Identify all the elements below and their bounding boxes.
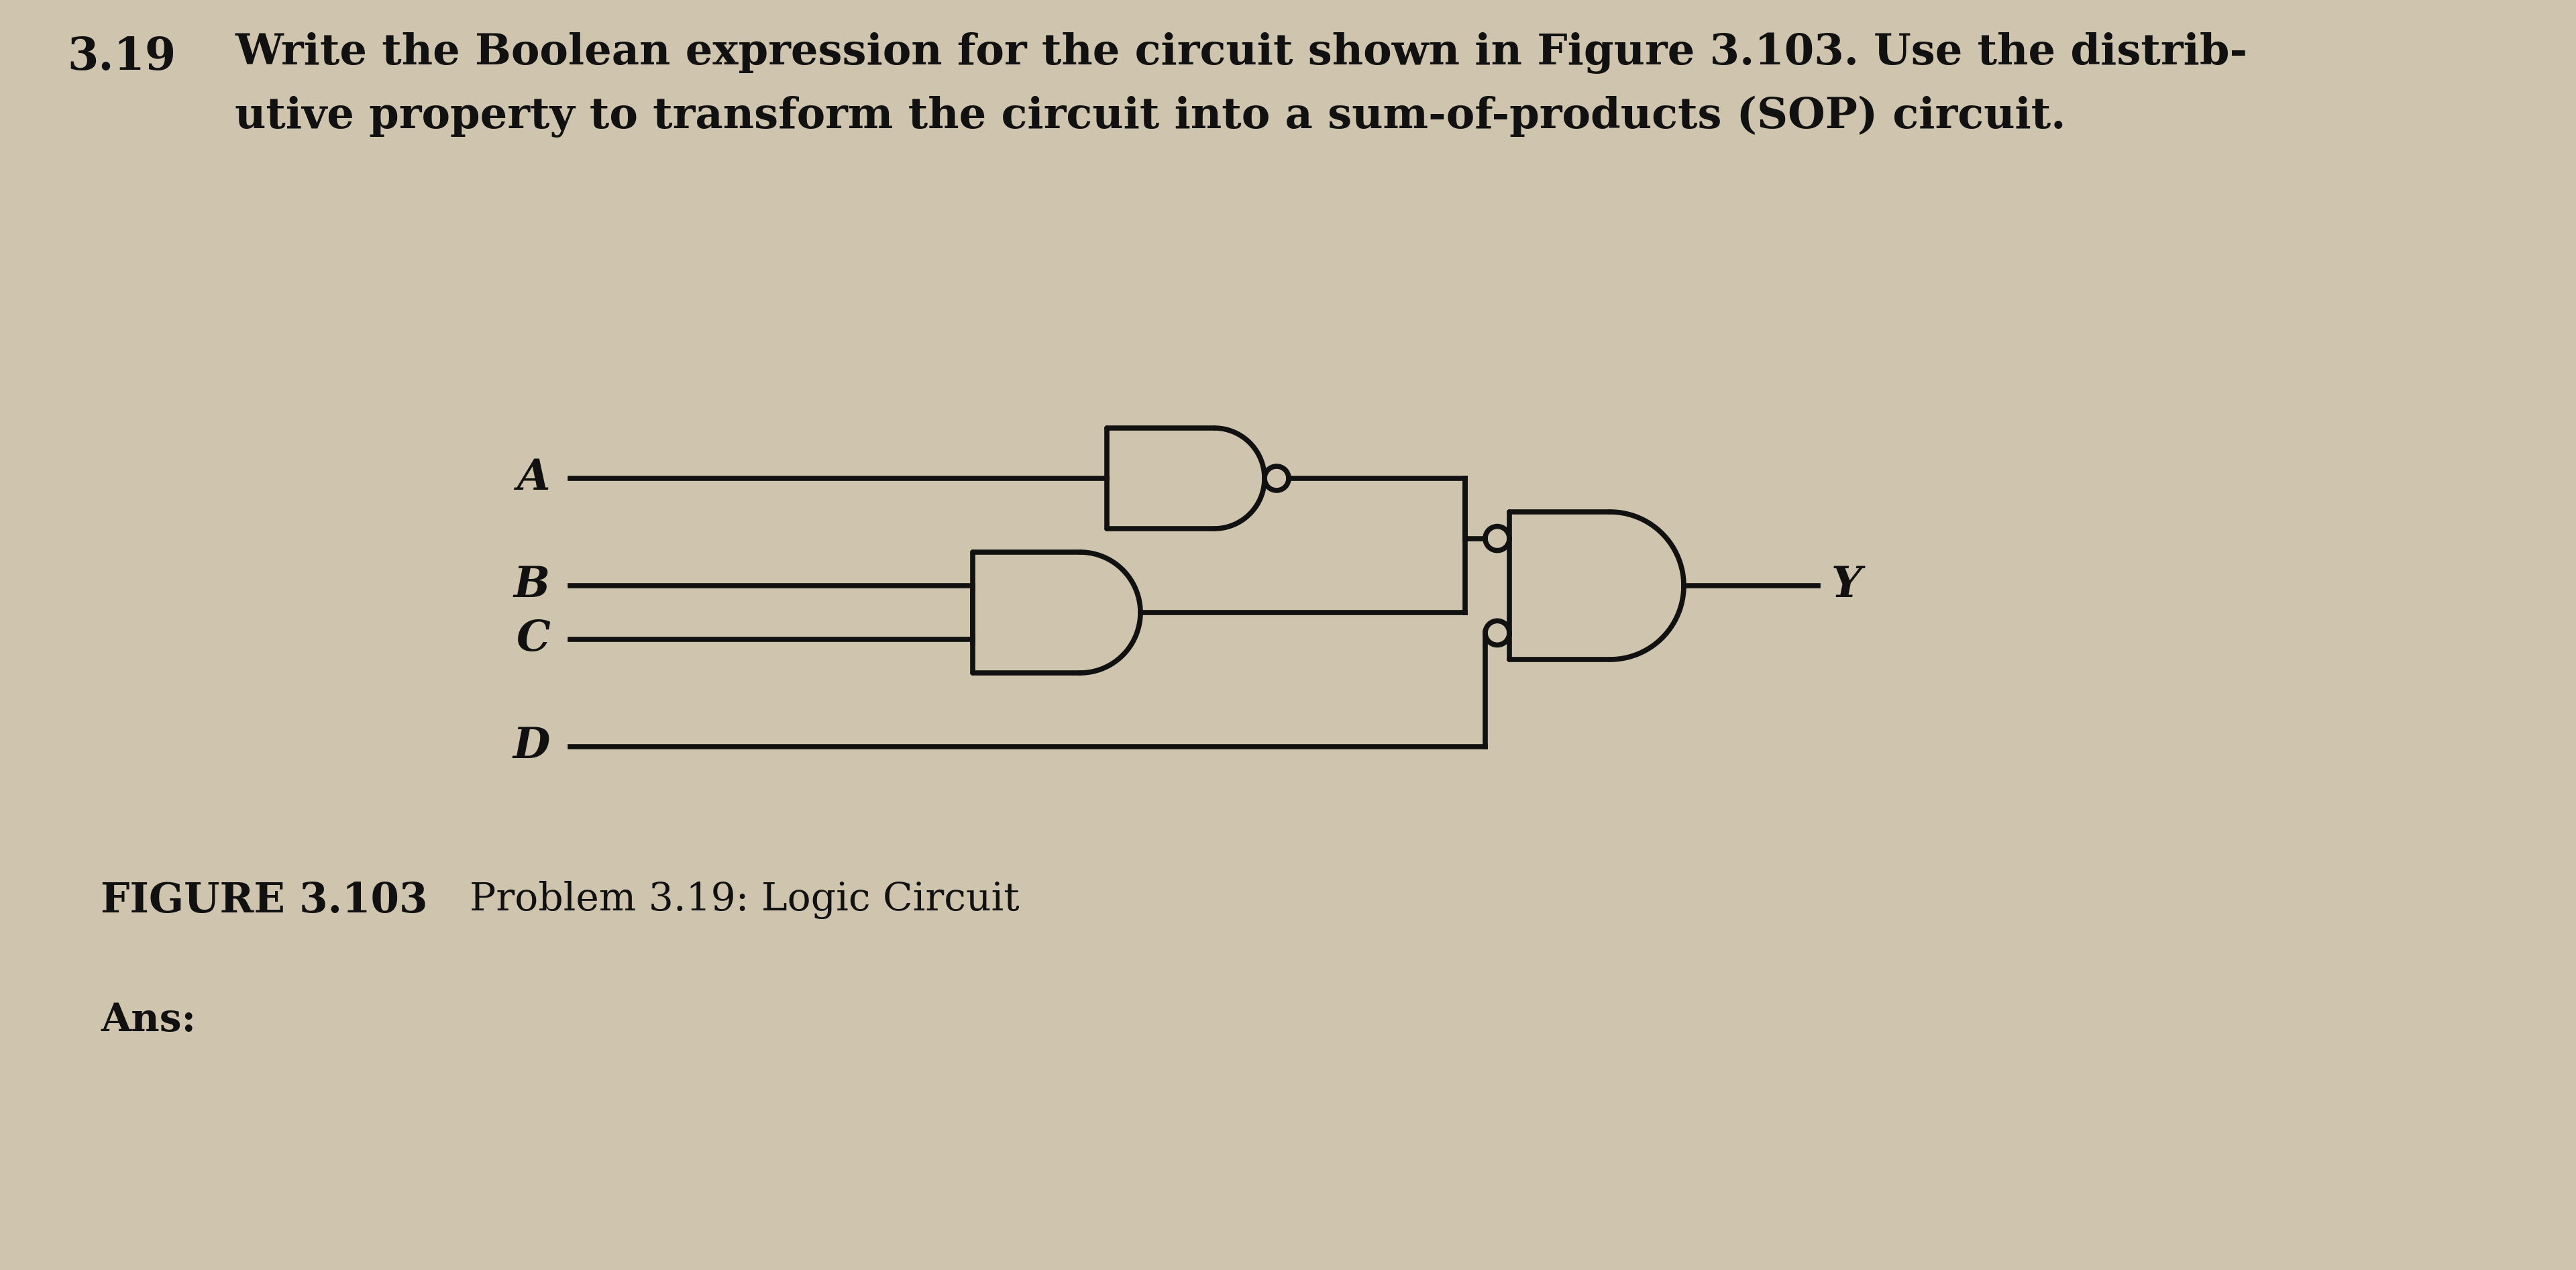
Text: A: A	[518, 457, 551, 499]
Text: 3.19: 3.19	[67, 36, 175, 79]
Text: FIGURE 3.103: FIGURE 3.103	[100, 881, 428, 921]
Text: Problem 3.19: Logic Circuit: Problem 3.19: Logic Circuit	[469, 881, 1020, 919]
Text: C: C	[515, 618, 551, 660]
Text: D: D	[513, 726, 551, 767]
Text: utive property to transform the circuit into a sum-of-products (SOP) circuit.: utive property to transform the circuit …	[234, 97, 2066, 138]
Text: Y: Y	[1832, 565, 1862, 606]
Text: Write the Boolean expression for the circuit shown in Figure 3.103. Use the dist: Write the Boolean expression for the cir…	[234, 32, 2246, 74]
Text: Ans:: Ans:	[100, 1002, 196, 1039]
Text: B: B	[513, 565, 551, 606]
